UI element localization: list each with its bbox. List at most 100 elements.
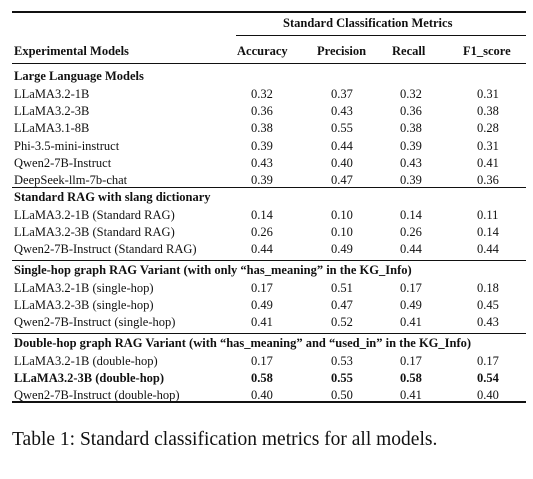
precision-cell: 0.43 (331, 104, 353, 119)
f1-cell: 0.28 (477, 121, 499, 136)
model-name-cell: Qwen2-7B-Instruct (double-hop) (14, 388, 180, 403)
f1-cell: 0.44 (477, 242, 499, 257)
section-title: Large Language Models (14, 69, 144, 83)
model-name-cell: DeepSeek-llm-7b-chat (14, 173, 128, 187)
model-name-cell: Qwen2-7B-Instruct (single-hop) (14, 315, 176, 330)
table-row: LLaMA3.2-3B 0.36 0.43 0.36 0.38 (0, 104, 533, 119)
accuracy-cell: 0.40 (251, 388, 273, 403)
table-row: LLaMA3.2-3B (single-hop) 0.49 0.47 0.49 0.45 (0, 298, 533, 313)
accuracy-cell: 0.49 (251, 298, 273, 313)
precision-cell: 0.52 (331, 315, 353, 330)
table-row: LLaMA3.2-1B (Standard RAG) 0.14 0.10 0.14 0.… (0, 208, 533, 223)
recall-cell: 0.58 (400, 371, 422, 386)
recall-cell: 0.41 (400, 315, 422, 330)
accuracy-cell: 0.39 (251, 138, 273, 153)
model-name-cell: LLaMA3.2-1B (double-hop) (14, 354, 158, 368)
f1-cell: 0.54 (477, 371, 499, 386)
model-name-cell: LLaMA3.2-1B (Standard RAG) (14, 208, 175, 222)
table-row: LLaMA3.2-1B (double-hop) 0.17 0.53 0.17 0.17 (0, 354, 533, 369)
accuracy-cell: 0.17 (251, 281, 273, 295)
precision-cell: 0.10 (331, 208, 353, 222)
f1-cell: 0.14 (477, 225, 499, 240)
recall-cell: 0.44 (400, 242, 422, 257)
precision-cell: 0.50 (331, 388, 353, 403)
table-row: LLaMA3.2-1B (single-hop) 0.17 0.51 0.17 0.18 (0, 281, 533, 296)
recall-cell: 0.39 (400, 138, 422, 153)
precision-cell: 0.53 (331, 354, 353, 368)
recall-cell: 0.32 (400, 87, 422, 101)
section-title: Standard RAG with slang dictionary (14, 190, 211, 204)
model-name-cell: LLaMA3.2-1B (14, 87, 90, 101)
precision-cell: 0.37 (331, 87, 353, 101)
model-name-cell: LLaMA3.2-3B (Standard RAG) (14, 225, 175, 240)
section-rule (12, 260, 526, 261)
header-rule (12, 63, 526, 64)
table-row: Qwen2-7B-Instruct (double-hop) 0.40 0.50 0.… (0, 388, 533, 403)
model-name-cell: LLaMA3.2-3B (14, 104, 90, 119)
recall-cell: 0.39 (400, 173, 422, 187)
f1-cell: 0.11 (477, 208, 499, 222)
f1-cell: 0.18 (477, 281, 499, 295)
col-header-model: Experimental Models (14, 44, 129, 58)
recall-cell: 0.41 (400, 388, 422, 403)
section-title: Double-hop graph RAG Variant (with “has_… (14, 336, 472, 350)
table-row: Qwen2-7B-Instruct (single-hop) 0.41 0.52 0.… (0, 315, 533, 330)
recall-cell: 0.49 (400, 298, 422, 313)
bottom-rule (12, 401, 526, 403)
model-name-cell: Qwen2-7B-Instruct (Standard RAG) (14, 242, 197, 257)
precision-cell: 0.47 (331, 298, 353, 313)
accuracy-cell: 0.36 (251, 104, 273, 119)
precision-cell: 0.40 (331, 155, 353, 170)
precision-cell: 0.10 (331, 225, 353, 240)
f1-cell: 0.36 (477, 173, 499, 187)
accuracy-cell: 0.17 (251, 354, 273, 368)
table-row: LLaMA3.2-3B (double-hop) 0.58 0.55 0.58 0.54 (0, 371, 533, 386)
table-row: LLaMA3.1-8B 0.38 0.55 0.38 0.28 (0, 121, 533, 136)
f1-cell: 0.41 (477, 155, 499, 170)
model-name-cell: LLaMA3.2-3B (single-hop) (14, 298, 154, 313)
col-header-accuracy: Accuracy (237, 44, 288, 58)
recall-cell: 0.36 (400, 104, 422, 119)
section-title: Single-hop graph RAG Variant (with only … (14, 263, 412, 277)
recall-cell: 0.17 (400, 354, 422, 368)
table-caption: Table 1: Standard classification metrics… (12, 429, 438, 450)
precision-cell: 0.55 (331, 121, 353, 136)
recall-cell: 0.26 (400, 225, 422, 240)
section-rule (12, 187, 526, 188)
f1-cell: 0.40 (477, 388, 499, 403)
accuracy-cell: 0.14 (251, 208, 273, 222)
group-header: Standard Classification Metrics (283, 16, 453, 30)
f1-cell: 0.31 (477, 87, 499, 101)
recall-cell: 0.17 (400, 281, 422, 295)
f1-cell: 0.31 (477, 138, 499, 153)
table-row: Qwen2-7B-Instruct (Standard RAG) 0.44 0.49… (0, 242, 533, 257)
recall-cell: 0.14 (400, 208, 422, 222)
col-header-precision: Precision (317, 44, 367, 58)
table-row: Phi-3.5-mini-instruct 0.39 0.44 0.39 0.31 (0, 139, 533, 154)
group-header-rule (236, 35, 526, 36)
section-rule (12, 333, 526, 334)
precision-cell: 0.44 (331, 138, 353, 153)
model-name-cell: LLaMA3.2-1B (single-hop) (14, 281, 154, 295)
model-name-cell: Phi-3.5-mini-instruct (14, 138, 120, 153)
model-name-cell: LLaMA3.2-3B (double-hop) (14, 371, 165, 386)
accuracy-cell: 0.43 (251, 155, 273, 170)
col-header-recall: Recall (392, 44, 426, 58)
table-row: LLaMA3.2-1B 0.32 0.37 0.32 0.31 (0, 87, 533, 102)
precision-cell: 0.51 (331, 281, 353, 295)
table-row: DeepSeek-llm-7b-chat 0.39 0.47 0.39 0.36 (0, 173, 533, 188)
col-header-f1: F1_score (463, 44, 511, 58)
accuracy-cell: 0.39 (251, 173, 273, 187)
f1-cell: 0.17 (477, 354, 499, 368)
model-name-cell: LLaMA3.1-8B (14, 121, 90, 136)
model-name-cell: Qwen2-7B-Instruct (14, 155, 112, 170)
f1-cell: 0.38 (477, 104, 499, 119)
precision-cell: 0.49 (331, 242, 353, 257)
accuracy-cell: 0.44 (251, 242, 273, 257)
table-row: LLaMA3.2-3B (Standard RAG) 0.26 0.10 0.26 0.… (0, 225, 533, 240)
top-rule (12, 11, 526, 13)
accuracy-cell: 0.26 (251, 225, 273, 240)
precision-cell: 0.55 (331, 371, 353, 386)
recall-cell: 0.38 (400, 121, 422, 136)
accuracy-cell: 0.41 (251, 315, 273, 330)
